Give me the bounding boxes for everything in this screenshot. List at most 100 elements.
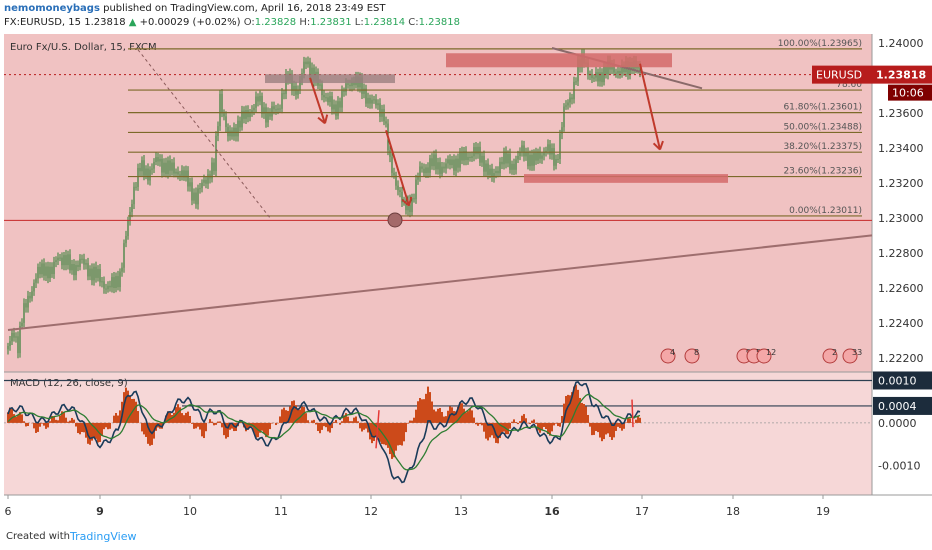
candle-body [351,81,353,87]
histogram-bar [101,422,103,436]
histogram-bar [553,422,555,426]
histogram-bar [179,407,181,423]
histogram-bar [443,416,445,423]
candle-body [33,282,35,292]
histogram-bar [557,422,559,427]
candle-body [373,99,375,101]
histogram-bar [635,419,637,423]
candle-body [527,152,529,167]
chart-canvas[interactable]: Euro Fx/U.S. Dollar, 15, FXCM 100.00%(1.2… [0,0,932,526]
arrows [309,63,664,207]
candle-body [461,151,463,161]
candle-body [135,186,137,188]
histogram-bar [39,422,41,427]
candle-body [543,152,545,156]
candle-body [277,108,279,110]
author-name[interactable]: nemomoneybags [4,3,100,14]
candle-body [555,159,557,166]
tradingview-logo[interactable]: TradingView [70,530,137,543]
candle-body [73,264,75,276]
flag-circle [842,348,858,364]
histogram-bar [173,412,175,423]
candle-body [479,146,481,163]
candle-body [421,166,423,169]
histogram-bar [623,422,625,429]
candle-body [507,153,509,164]
histogram-bar [399,422,401,445]
histogram-bar [93,422,95,438]
candle-body [211,162,213,179]
histogram-bar [579,397,581,423]
fib-level-label: 38.20%(1.23375) [783,142,862,152]
histogram-bar [405,422,407,433]
time-tick-label: 17 [635,505,649,518]
candle-body [559,133,561,159]
candle-body [409,199,411,213]
histogram-bar [117,415,119,423]
candle-body [299,80,301,91]
candle-body [51,266,53,274]
histogram-bar [411,420,413,423]
candle-body [25,303,27,308]
event-count: 2 [832,348,837,357]
candle-body [215,135,217,172]
time-tick-label: 16 [544,505,560,518]
candle-body [531,154,533,166]
histogram-bar [229,422,231,430]
candle-body [459,151,461,168]
histogram-bar [51,416,53,423]
histogram-bar [575,384,577,423]
candle-body [617,70,619,74]
histogram-bar [351,421,353,423]
publish-line: nemomoneybags published on TradingView.c… [4,3,385,14]
candle-body [53,261,55,274]
candle-body [31,291,33,299]
flag-circle [756,348,772,364]
price-tick-label: 1.22800 [878,247,924,260]
candle-body [255,96,257,108]
candle-body [149,169,151,181]
candle-body [441,166,443,174]
candle-body [501,161,503,165]
candle-body [547,144,549,151]
histogram-bar [9,407,11,423]
candle-body [79,258,81,267]
candle-body [7,345,9,350]
candle-body [157,157,159,162]
histogram-bar [387,422,389,448]
histogram-bar [441,411,443,423]
candle-body [371,99,373,104]
histogram-bar [605,422,607,435]
fib-level-label: 78.60 [836,80,862,90]
time-tick-label: 11 [274,505,288,518]
histogram-bar [627,417,629,423]
histogram-bar [201,422,203,437]
histogram-bar [427,386,429,423]
candle-body [391,156,393,173]
fib-level-label: 0.00%(1.23011) [789,206,862,216]
candle-body [577,59,579,82]
histogram-bar [615,422,617,431]
candle-body [623,64,625,73]
candle-body [113,277,115,288]
price-tick-label: 1.23400 [878,142,924,155]
histogram-bar [339,422,341,425]
candle-body [341,90,343,108]
histogram-bar [119,410,121,423]
histogram-bar [231,422,233,429]
candle-body [269,112,271,117]
candle-body [565,105,567,107]
histogram-bar [545,422,547,430]
candle-body [363,88,365,94]
event-flag-icon: 2 [822,348,838,364]
histogram-bar [313,419,315,423]
histogram-bar [473,417,475,423]
candle-body [161,158,163,173]
histogram-bar [211,421,213,423]
candle-body [265,107,267,123]
price-change: +0.00029 (+0.02%) [139,17,241,28]
footer: Created with TradingView [0,526,932,550]
histogram-bar [275,422,277,426]
histogram-bar [609,422,611,437]
histogram-bar [445,416,447,423]
